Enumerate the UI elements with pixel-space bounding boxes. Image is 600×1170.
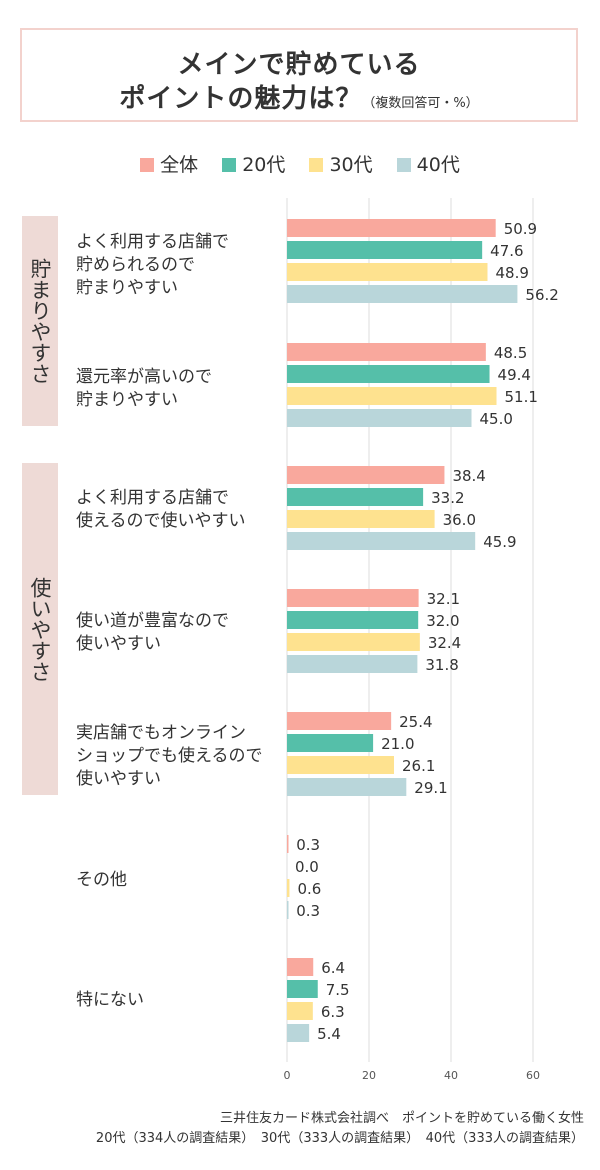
- value-label-all-cat4: 32.1: [427, 590, 460, 608]
- category-label-high-return: 還元率が高いので 貯まりやすい: [76, 367, 212, 410]
- group-band-usability: [22, 463, 58, 795]
- value-label-20s-cat3: 33.2: [431, 489, 464, 507]
- x-tick-label-40: 40: [444, 1069, 458, 1082]
- legend-item-40s: 40代: [396, 150, 460, 177]
- category-label-earn-at-stores: よく利用する店舗で 貯められるので 貯まりやすい: [76, 232, 229, 298]
- source-line1: 三井住友カード株式会社調べ ポイントを貯めている働く女性: [219, 1111, 584, 1126]
- bar-40s-cat6: [287, 901, 289, 919]
- chart-title-line2-text: ポイントの魅力は？: [119, 84, 363, 114]
- bar-30s-cat1: [287, 263, 488, 281]
- group-label-accumulate: 貯まりやすさ: [28, 258, 52, 384]
- legend-label-20s: 20代: [242, 154, 286, 176]
- bar-40s-cat3: [287, 532, 476, 550]
- legend-item-all: 全体: [140, 150, 198, 177]
- bar-20s-cat3: [287, 488, 424, 506]
- legend-swatch-40s: [396, 158, 411, 172]
- bar-20s-cat2: [287, 365, 490, 383]
- legend-label-all: 全体: [160, 154, 199, 176]
- bar-30s-cat6: [287, 879, 290, 897]
- legend-label-40s: 40代: [416, 154, 460, 176]
- legend-item-30s: 30代: [309, 150, 373, 177]
- bar-20s-cat4: [287, 611, 419, 629]
- bar-30s-cat5: [287, 756, 395, 774]
- value-label-30s-cat4: 32.4: [428, 634, 461, 652]
- value-label-all-cat3: 38.4: [452, 467, 485, 485]
- x-tick-label-60: 60: [526, 1069, 540, 1082]
- category-label-many-uses: 使い道が豊富なので 使いやすい: [76, 611, 229, 654]
- value-label-all-cat6: 0.3: [296, 836, 320, 854]
- x-tick-label-20: 20: [362, 1069, 376, 1082]
- bar-20s-cat1: [287, 241, 483, 259]
- value-label-20s-cat6: 0.0: [295, 858, 319, 876]
- legend-item-20s: 20代: [222, 150, 285, 177]
- category-label-online-offline: 実店舗でもオンライン ショップでも使えるので 使いやすい: [76, 723, 263, 789]
- value-label-40s-cat7: 5.4: [317, 1025, 341, 1043]
- bar-40s-cat5: [287, 778, 407, 796]
- value-label-20s-cat2: 49.4: [498, 366, 531, 384]
- value-label-30s-cat7: 6.3: [321, 1003, 345, 1021]
- value-label-30s-cat5: 26.1: [402, 757, 435, 775]
- category-label-other: その他: [76, 870, 127, 890]
- bar-30s-cat7: [287, 1002, 313, 1020]
- value-label-40s-cat1: 56.2: [525, 286, 558, 304]
- bar-30s-cat3: [287, 510, 435, 528]
- value-label-20s-cat7: 7.5: [326, 981, 350, 999]
- category-label-use-at-stores: よく利用する店舗で 使えるので使いやすい: [76, 488, 246, 531]
- legend-swatch-20s: [222, 158, 237, 172]
- legend-swatch-all: [140, 158, 155, 172]
- value-label-30s-cat3: 36.0: [443, 511, 476, 529]
- value-label-30s-cat1: 48.9: [495, 264, 528, 282]
- x-tick-label-0: 0: [284, 1069, 291, 1082]
- bar-20s-cat5: [287, 734, 374, 752]
- bar-all-cat5: [287, 712, 392, 730]
- bar-all-cat3: [287, 466, 445, 484]
- value-label-30s-cat6: 0.6: [297, 880, 321, 898]
- chart-title-line2: ポイントの魅力は？（複数回答可・%）: [22, 78, 576, 115]
- value-label-20s-cat4: 32.0: [426, 612, 459, 630]
- bar-all-cat1: [287, 219, 496, 237]
- value-label-40s-cat5: 29.1: [414, 779, 447, 797]
- value-label-all-cat7: 6.4: [321, 959, 345, 977]
- source-line2: 20代（334人の調査結果） 30代（333人の調査結果） 40代（333人の調…: [95, 1131, 584, 1146]
- bar-all-cat7: [287, 958, 314, 976]
- category-label-nothing: 特にない: [76, 990, 144, 1010]
- bar-40s-cat7: [287, 1024, 310, 1042]
- group-label-usability: 使いやすさ: [28, 576, 52, 682]
- title-box: メインで貯めている ポイントの魅力は？（複数回答可・%）: [20, 28, 578, 122]
- bar-30s-cat4: [287, 633, 420, 651]
- bar-all-cat6: [287, 835, 289, 853]
- value-label-40s-cat6: 0.3: [296, 902, 320, 920]
- bar-40s-cat2: [287, 409, 472, 427]
- chart-title-note: （複数回答可・%）: [362, 96, 479, 111]
- value-label-all-cat1: 50.9: [504, 220, 537, 238]
- bar-chart: 0 20 40 60 50.9 48.5 38.4 32.1 25.4 0.3 6.4 47.6 49.…: [284, 198, 559, 1082]
- chart-title-line1: メインで貯めている: [177, 50, 421, 80]
- value-label-20s-cat1: 47.6: [490, 242, 523, 260]
- value-label-all-cat5: 25.4: [399, 713, 432, 731]
- value-label-40s-cat4: 31.8: [425, 656, 458, 674]
- bar-40s-cat4: [287, 655, 418, 673]
- value-label-30s-cat2: 51.1: [505, 388, 538, 406]
- bar-20s-cat7: [287, 980, 318, 998]
- value-label-40s-cat2: 45.0: [480, 410, 513, 428]
- bar-all-cat2: [287, 343, 486, 361]
- bar-all-cat4: [287, 589, 419, 607]
- value-label-all-cat2: 48.5: [494, 344, 527, 362]
- value-label-20s-cat5: 21.0: [381, 735, 414, 753]
- legend: 全体 20代 30代 40代: [0, 150, 600, 177]
- value-label-40s-cat3: 45.9: [483, 533, 516, 551]
- legend-swatch-30s: [309, 158, 324, 172]
- bar-30s-cat2: [287, 387, 497, 405]
- bar-40s-cat1: [287, 285, 518, 303]
- legend-label-30s: 30代: [329, 154, 373, 176]
- group-band-accumulate: [22, 216, 58, 426]
